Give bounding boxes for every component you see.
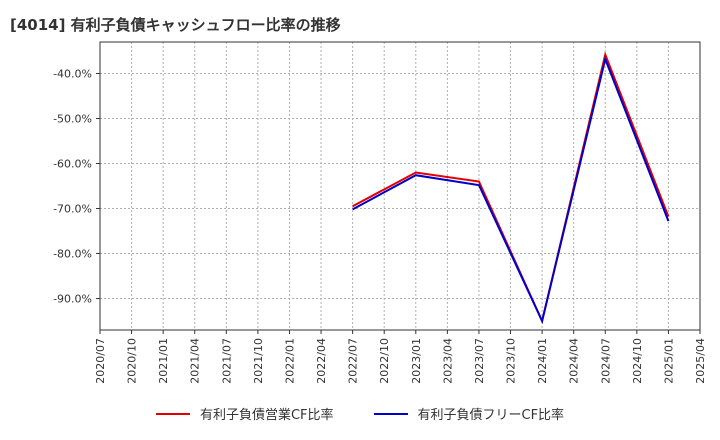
x-tick-label: 2022/01	[283, 338, 296, 384]
x-tick-label: 2021/10	[252, 338, 265, 384]
x-tick-label: 2020/07	[94, 338, 107, 384]
legend: 有利子負債営業CF比率 有利子負債フリーCF比率	[0, 404, 720, 423]
x-tick-label: 2024/07	[599, 338, 612, 384]
y-tick-label: -60.0%	[53, 158, 92, 171]
y-tick-label: -70.0%	[53, 203, 92, 216]
x-tick-label: 2024/01	[536, 338, 549, 384]
y-tick-label: -50.0%	[53, 113, 92, 126]
x-tick-label: 2022/07	[347, 338, 360, 384]
plot-frame	[99, 41, 701, 331]
x-tick-label: 2022/10	[378, 338, 391, 384]
x-tick-label: 2021/07	[220, 338, 233, 384]
chart-title: [4014] 有利子負債キャッシュフロー比率の推移	[10, 16, 341, 34]
y-tick-label: -80.0%	[53, 248, 92, 261]
y-tick-label: -90.0%	[53, 293, 92, 306]
x-tick-label: 2020/10	[126, 338, 139, 384]
x-tick-label: 2023/07	[473, 338, 486, 384]
legend-swatch-free-cf	[373, 412, 408, 415]
x-tick-label: 2023/04	[441, 338, 454, 384]
x-tick-label: 2023/01	[410, 338, 423, 384]
legend-label-operating-cf: 有利子負債営業CF比率	[199, 408, 334, 423]
x-tick-label: 2024/10	[631, 338, 644, 384]
legend-label-free-cf: 有利子負債フリーCF比率	[417, 408, 565, 423]
y-tick-label: -40.0%	[53, 68, 92, 81]
x-tick-label: 2022/04	[315, 338, 328, 384]
x-tick-label: 2025/01	[662, 338, 675, 384]
series-line-free-cf	[352, 55, 670, 325]
x-tick-label: 2021/01	[157, 338, 170, 384]
legend-swatch-operating-cf	[155, 412, 190, 415]
x-tick-label: 2024/04	[568, 338, 581, 384]
legend-item-operating-cf: 有利子負債営業CF比率	[155, 404, 334, 423]
x-tick-label: 2025/04	[694, 338, 707, 384]
x-tick-label: 2021/04	[189, 338, 202, 384]
x-tick-label: 2023/10	[505, 338, 518, 384]
legend-item-free-cf: 有利子負債フリーCF比率	[373, 404, 565, 423]
